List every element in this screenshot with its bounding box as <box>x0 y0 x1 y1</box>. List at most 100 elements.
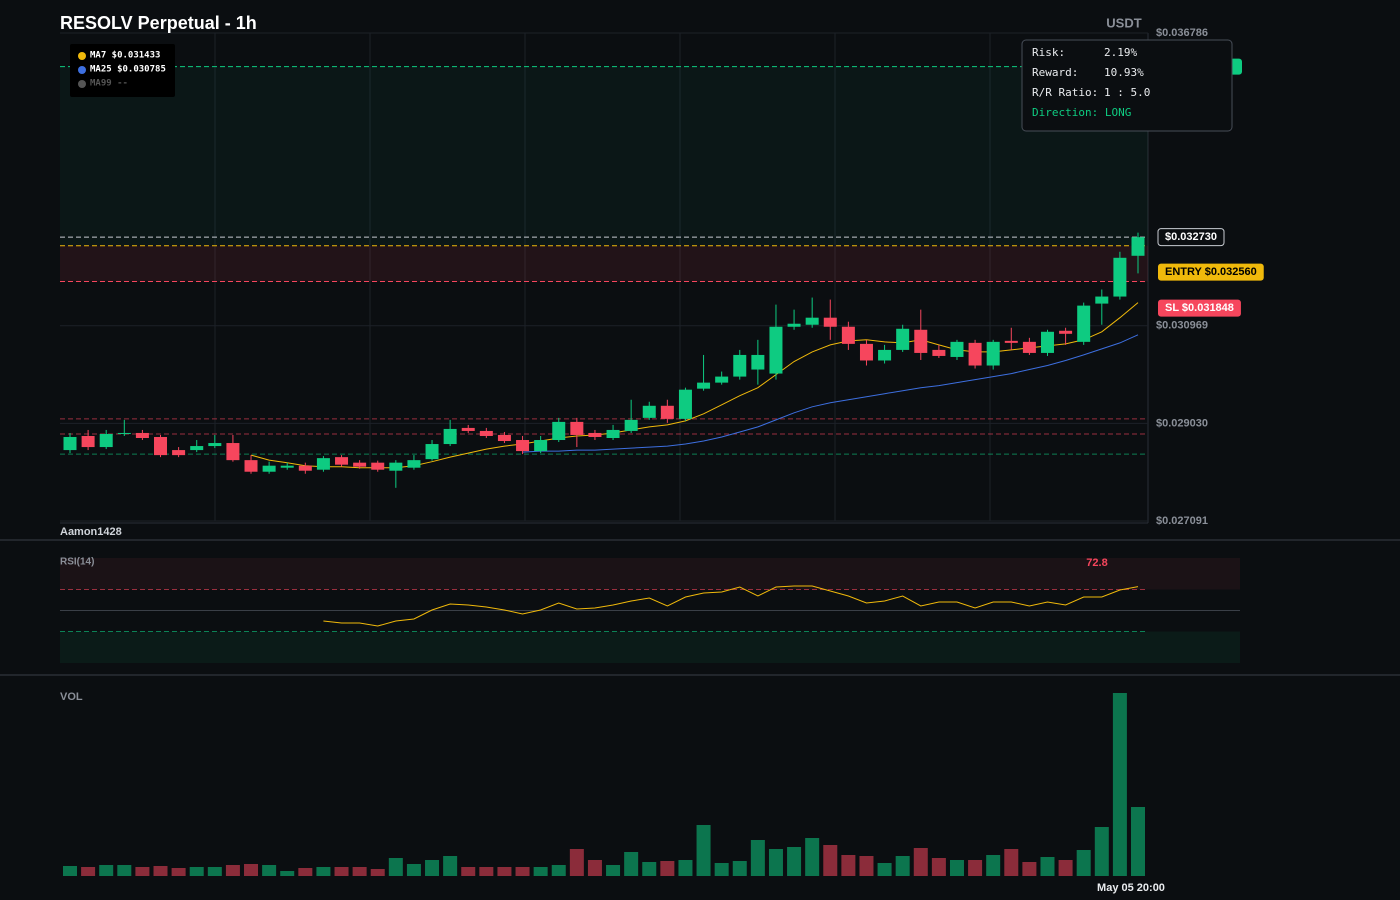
volume-bar <box>949 860 964 876</box>
rr-value: 1 : 5.0 <box>1104 86 1150 99</box>
candle-body <box>99 433 113 448</box>
volume-bar <box>352 867 367 876</box>
y-tick-label: $0.029030 <box>1156 417 1208 429</box>
volume-bar <box>859 856 874 876</box>
rsi-value-label: 72.8 <box>1086 557 1107 569</box>
volume-bar <box>587 860 602 876</box>
candle-body <box>389 462 403 471</box>
volume-bar <box>714 863 729 876</box>
rr-label: R/R Ratio: <box>1032 86 1098 99</box>
candle-body <box>896 328 910 350</box>
candle-body <box>787 323 801 327</box>
volume-bar <box>280 871 295 876</box>
loss-zone <box>60 245 1148 282</box>
candle-body <box>805 317 819 325</box>
volume-bar <box>569 849 584 876</box>
volume-bar <box>63 866 77 876</box>
volume-bar <box>823 845 838 876</box>
volume-bar <box>678 860 693 876</box>
candle-body <box>1113 257 1127 297</box>
candle-body <box>244 460 258 472</box>
legend-entry: MA99 -- <box>90 79 128 89</box>
candle-body <box>172 450 186 456</box>
price-tag-bg <box>1157 228 1225 247</box>
price-tag-label: SL $0.031848 <box>1165 302 1234 314</box>
volume-bar <box>931 858 946 876</box>
price-tag-label: $0.032730 <box>1165 231 1217 243</box>
legend-swatch <box>78 66 86 74</box>
rsi-line <box>323 585 1139 627</box>
price-tag-bg <box>1158 263 1264 281</box>
candle-body <box>479 430 493 436</box>
candle-body <box>950 341 964 357</box>
volume-bar <box>913 848 928 876</box>
candle-body <box>1131 237 1145 256</box>
candle-body <box>823 317 837 327</box>
candle-body <box>534 440 548 452</box>
overbought-zone <box>60 558 1240 590</box>
volume-bar <box>81 867 96 876</box>
volume-bar <box>750 840 765 876</box>
x-tick-label: May 05 20:00 <box>1097 882 1165 894</box>
candle-body <box>63 436 77 451</box>
chart-title: RESOLV Perpetual - 1h <box>60 13 257 33</box>
volume-bar <box>515 867 530 876</box>
direction: Direction: LONG <box>1032 106 1131 119</box>
y-tick-label: $0.036786 <box>1156 27 1208 39</box>
ma-legend: MA7 $0.031433 MA25 $0.030785 MA99 -- <box>70 44 175 97</box>
candle-body <box>298 465 312 471</box>
volume-bar <box>606 865 621 876</box>
candle-body <box>461 427 475 431</box>
price-tag-bg <box>1158 299 1241 317</box>
legend-entry: MA25 $0.030785 <box>90 65 166 75</box>
candle-body <box>516 440 530 452</box>
volume-bar <box>732 861 747 876</box>
candle-body <box>552 421 566 441</box>
candle-body <box>624 419 638 431</box>
candle-body <box>570 421 584 435</box>
volume-bar <box>406 864 421 876</box>
candle-body <box>986 341 1000 366</box>
candle-body <box>1022 341 1036 353</box>
candle-body <box>407 460 421 468</box>
candle-body <box>588 432 602 437</box>
volume-bar <box>1022 862 1037 876</box>
volume-bar <box>787 847 802 876</box>
candle-body <box>678 389 692 419</box>
y-tick-label: $0.027091 <box>1156 515 1208 527</box>
ma-line <box>522 334 1139 453</box>
volume-bar <box>298 868 313 876</box>
volume-bar <box>497 867 512 876</box>
volume-bar <box>1131 807 1145 876</box>
risk-label: Risk: <box>1032 46 1065 59</box>
volume-bar <box>1058 860 1073 876</box>
volume-bar <box>135 867 150 876</box>
candle-body <box>117 432 131 434</box>
volume-bar <box>189 867 204 876</box>
profit-zone <box>60 66 1148 246</box>
legend-swatch <box>78 52 86 60</box>
author-label: Aamon1428 <box>60 526 122 538</box>
volume-bar <box>1112 693 1127 876</box>
legend-swatch <box>78 80 86 88</box>
volume-bar <box>1094 827 1109 876</box>
candle-body <box>606 429 620 438</box>
y-tick-label: $0.030969 <box>1156 320 1208 332</box>
candle-body <box>1095 296 1109 304</box>
candle-body <box>425 444 439 460</box>
candle-body <box>1077 305 1091 342</box>
candle-body <box>208 443 222 447</box>
volume-bar <box>533 867 548 876</box>
volume-bar <box>551 865 566 876</box>
candle-body <box>769 326 783 374</box>
volume-bar <box>841 855 856 876</box>
candle-body <box>878 349 892 361</box>
candle-body <box>353 462 367 467</box>
volume-bar <box>805 838 820 876</box>
volume-bar <box>642 862 657 876</box>
volume-bar <box>1040 857 1055 876</box>
candle-body <box>697 382 711 389</box>
candle-body <box>733 354 747 377</box>
volume-bar <box>244 864 259 876</box>
volume-bar <box>1004 849 1019 876</box>
